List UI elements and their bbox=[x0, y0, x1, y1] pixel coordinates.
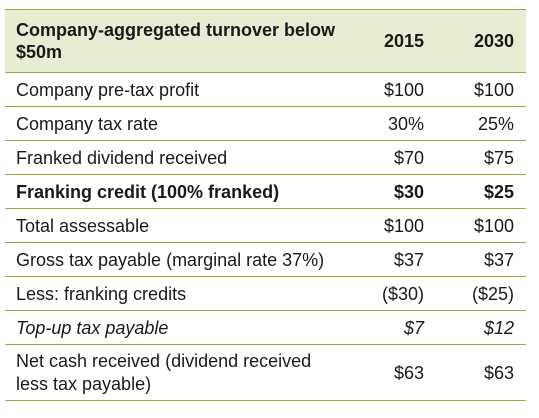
table-header-row: Company-aggregated turnover below $50m 2… bbox=[5, 9, 526, 73]
row-value-2030: $25 bbox=[436, 174, 526, 209]
row-label: Company pre-tax profit bbox=[5, 72, 350, 107]
row-value-2015: ($30) bbox=[350, 276, 436, 311]
row-value-2015: $100 bbox=[350, 72, 436, 107]
table-row: Gross tax payable (marginal rate 37%) $3… bbox=[5, 242, 526, 277]
table-row: Franking credit (100% franked) $30 $25 bbox=[5, 174, 526, 209]
row-label: Less: franking credits bbox=[5, 276, 350, 311]
row-value-2015: $100 bbox=[350, 208, 436, 243]
table-row: Company pre-tax profit $100 $100 bbox=[5, 72, 526, 107]
table-row: Net cash received (dividend received les… bbox=[5, 344, 526, 401]
row-value-2030: $100 bbox=[436, 72, 526, 107]
table-row: Total assessable $100 $100 bbox=[5, 208, 526, 243]
row-label: Company tax rate bbox=[5, 106, 350, 141]
table-row: Top-up tax payable $7 $12 bbox=[5, 310, 526, 345]
table-row: Company tax rate 30% 25% bbox=[5, 106, 526, 141]
header-2030: 2030 bbox=[436, 9, 526, 73]
header-2015: 2015 bbox=[350, 9, 436, 73]
row-label: Net cash received (dividend received les… bbox=[5, 344, 350, 401]
header-label: Company-aggregated turnover below $50m bbox=[5, 9, 350, 73]
row-value-2015: 30% bbox=[350, 106, 436, 141]
row-value-2030: $75 bbox=[436, 140, 526, 175]
table-row: Less: franking credits ($30) ($25) bbox=[5, 276, 526, 311]
row-value-2015: $63 bbox=[350, 344, 436, 401]
row-label: Franked dividend received bbox=[5, 140, 350, 175]
row-value-2030: $12 bbox=[436, 310, 526, 345]
row-value-2030: $37 bbox=[436, 242, 526, 277]
row-label: Total assessable bbox=[5, 208, 350, 243]
row-value-2015: $30 bbox=[350, 174, 436, 209]
row-value-2015: $37 bbox=[350, 242, 436, 277]
tax-comparison-table: Company-aggregated turnover below $50m 2… bbox=[5, 9, 526, 401]
row-value-2030: ($25) bbox=[436, 276, 526, 311]
row-value-2030: 25% bbox=[436, 106, 526, 141]
row-value-2030: $63 bbox=[436, 344, 526, 401]
row-label: Franking credit (100% franked) bbox=[5, 174, 350, 209]
row-value-2030: $100 bbox=[436, 208, 526, 243]
table-row: Franked dividend received $70 $75 bbox=[5, 140, 526, 175]
row-value-2015: $7 bbox=[350, 310, 436, 345]
row-label: Top-up tax payable bbox=[5, 310, 350, 345]
row-label: Gross tax payable (marginal rate 37%) bbox=[5, 242, 350, 277]
row-value-2015: $70 bbox=[350, 140, 436, 175]
